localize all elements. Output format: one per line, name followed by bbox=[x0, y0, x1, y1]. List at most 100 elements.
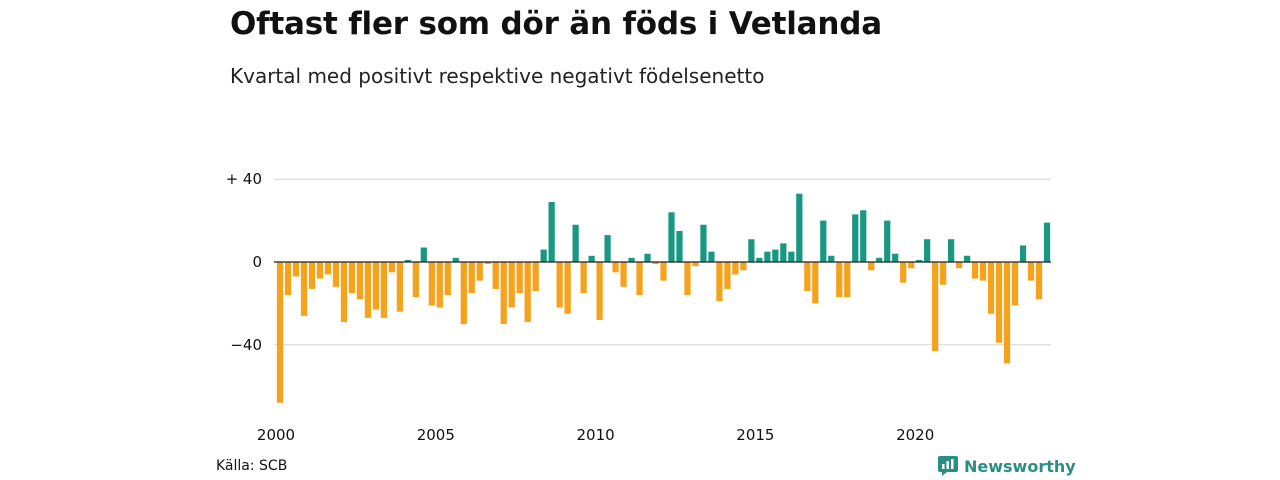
bar-positive bbox=[572, 224, 579, 262]
bar-negative bbox=[324, 262, 332, 275]
bar-negative bbox=[532, 262, 539, 291]
bar-negative bbox=[620, 262, 627, 287]
bar-positive bbox=[828, 255, 835, 262]
newsworthy-logo-icon bbox=[938, 456, 958, 476]
bar-positive bbox=[644, 253, 651, 262]
bar-positive bbox=[404, 259, 411, 262]
x-tick-label: 2000 bbox=[257, 426, 295, 444]
bar-negative bbox=[804, 262, 811, 291]
bar-negative bbox=[812, 262, 819, 304]
bar-negative bbox=[1027, 262, 1035, 281]
bar-positive bbox=[628, 257, 635, 262]
x-tick-label: 2015 bbox=[736, 426, 774, 444]
bar-negative bbox=[476, 262, 483, 281]
y-axis-labels: + 40 0 −40 bbox=[226, 170, 262, 354]
bar-negative bbox=[580, 262, 587, 294]
bar-positive bbox=[548, 201, 555, 262]
bar-positive bbox=[820, 220, 827, 262]
brand-name: Newsworthy bbox=[964, 456, 1076, 476]
bar-negative bbox=[340, 262, 348, 323]
bar-negative bbox=[724, 262, 731, 289]
bar-negative bbox=[428, 262, 435, 306]
bar-positive bbox=[852, 214, 859, 262]
bar-negative bbox=[868, 262, 875, 271]
bars-group bbox=[276, 193, 1051, 403]
bar-negative bbox=[468, 262, 475, 294]
bar-negative bbox=[956, 262, 963, 269]
bar-negative bbox=[844, 262, 851, 298]
chart-subtitle: Kvartal med positivt respektive negativt… bbox=[230, 64, 765, 88]
chart-title: Oftast fler som dör än föds i Vetlanda bbox=[230, 6, 882, 42]
bar-negative bbox=[500, 262, 507, 325]
bar-negative bbox=[556, 262, 563, 308]
bar-negative bbox=[380, 262, 387, 318]
source-note: Källa: SCB bbox=[216, 458, 288, 474]
bar-positive bbox=[780, 243, 787, 262]
bar-positive bbox=[963, 255, 971, 262]
bar-negative bbox=[308, 262, 316, 289]
bar-negative bbox=[460, 262, 467, 325]
bar-negative bbox=[995, 262, 1003, 343]
x-tick-label: 2005 bbox=[417, 426, 455, 444]
bar-negative bbox=[372, 262, 379, 310]
bar-negative bbox=[388, 262, 395, 273]
bar-positive bbox=[892, 253, 899, 262]
bar-negative bbox=[636, 262, 643, 296]
bar-negative bbox=[412, 262, 419, 298]
bar-positive bbox=[860, 210, 867, 262]
bar-negative bbox=[732, 262, 739, 275]
bar-negative bbox=[652, 262, 659, 265]
y-tick-label: −40 bbox=[230, 336, 262, 354]
bar-negative bbox=[492, 262, 499, 289]
bar-negative bbox=[508, 262, 515, 308]
bar-negative bbox=[332, 262, 340, 287]
bar-positive bbox=[924, 239, 931, 262]
bar-negative bbox=[692, 262, 699, 267]
bar-negative bbox=[364, 262, 371, 318]
bar-positive bbox=[948, 239, 955, 262]
bar-negative bbox=[740, 262, 747, 271]
bar-negative bbox=[716, 262, 723, 302]
bar-negative bbox=[660, 262, 667, 281]
bar-negative bbox=[836, 262, 843, 298]
bar-negative bbox=[1003, 262, 1011, 364]
bar-negative bbox=[1011, 262, 1019, 306]
bar-positive bbox=[884, 220, 891, 262]
bar-negative bbox=[979, 262, 987, 281]
x-tick-label: 2010 bbox=[576, 426, 614, 444]
bar-positive bbox=[748, 239, 755, 262]
bar-negative bbox=[516, 262, 523, 294]
x-tick-label: 2020 bbox=[896, 426, 934, 444]
bar-negative bbox=[908, 262, 915, 269]
bar-negative bbox=[987, 262, 995, 314]
bar-negative bbox=[524, 262, 531, 323]
y-tick-label: 0 bbox=[252, 253, 262, 271]
bar-positive bbox=[788, 251, 795, 262]
x-axis-labels: 2000 2005 2010 2015 2020 bbox=[257, 426, 934, 444]
brand-logo: Newsworthy bbox=[938, 456, 1076, 476]
bar-negative bbox=[444, 262, 451, 296]
bar-positive bbox=[604, 235, 611, 262]
bar-positive bbox=[668, 212, 675, 262]
bar-negative bbox=[684, 262, 691, 296]
bar-negative bbox=[276, 262, 284, 403]
bar-negative bbox=[1035, 262, 1043, 300]
bar-negative bbox=[316, 262, 324, 279]
bar-negative bbox=[900, 262, 907, 283]
bar-positive bbox=[452, 257, 459, 262]
bar-negative bbox=[564, 262, 571, 314]
bar-positive bbox=[876, 257, 883, 262]
grid-lines bbox=[274, 178, 1051, 346]
bar-positive bbox=[916, 259, 923, 262]
bar-negative bbox=[356, 262, 364, 300]
bar-negative bbox=[484, 262, 491, 265]
bar-negative bbox=[436, 262, 443, 308]
bar-positive bbox=[1019, 245, 1027, 262]
bar-positive bbox=[676, 230, 683, 262]
bar-negative bbox=[940, 262, 947, 285]
bar-negative bbox=[284, 262, 292, 296]
bar-positive bbox=[588, 255, 595, 262]
bar-positive bbox=[796, 193, 803, 262]
bar-negative bbox=[396, 262, 403, 312]
